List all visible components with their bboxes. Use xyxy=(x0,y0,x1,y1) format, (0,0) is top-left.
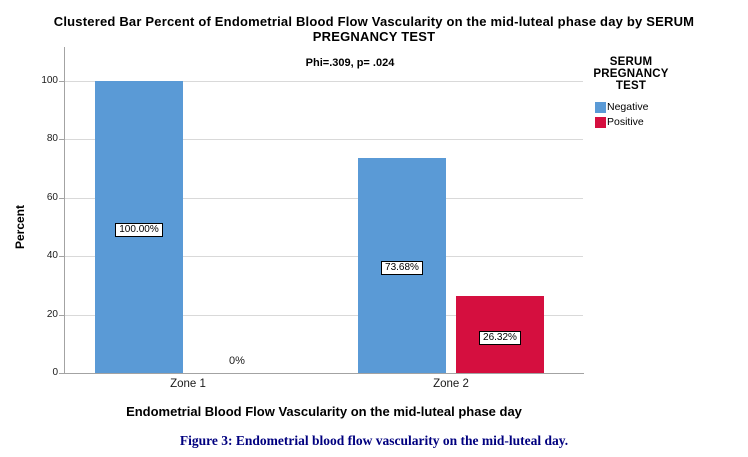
gridline-40 xyxy=(65,256,583,258)
legend-items: Negative Positive xyxy=(583,101,679,128)
zero-value-label-positive: 0% xyxy=(229,355,245,367)
figure-caption: Figure 3: Endometrial blood flow vascula… xyxy=(179,433,569,448)
legend-title: SERUM PREGNANCY TEST xyxy=(583,56,679,92)
legend-title-line1: SERUM xyxy=(609,56,653,68)
gridline-60 xyxy=(65,197,583,199)
y-tick-mark-40 xyxy=(59,256,64,258)
legend-label-positive: Positive xyxy=(607,115,644,128)
gridline-20 xyxy=(65,314,583,316)
y-tick-label-40: 40 xyxy=(46,250,58,262)
bar-label-zone1-negative: 100.00% xyxy=(95,219,183,237)
y-tick-mark-60 xyxy=(59,197,64,199)
plot-area: 100.00% 73.68% 0% 26.32% xyxy=(65,81,583,373)
bar-label-zone2-negative: 73.68% xyxy=(358,257,446,276)
y-tick-label-0: 0 xyxy=(52,367,58,378)
x-tick-label-zone2: Zone 2 xyxy=(433,378,469,390)
y-tick-mark-100 xyxy=(59,81,64,82)
phi-annotation: Phi=.309, p= .024 xyxy=(305,57,395,69)
x-axis-line xyxy=(64,373,584,374)
bar-label-zone2-positive: 26.32% xyxy=(456,327,544,345)
chart-title-line1: Clustered Bar Percent of Endometrial Blo… xyxy=(53,14,695,29)
negative-swatch-icon xyxy=(595,101,606,113)
positive-swatch-icon xyxy=(595,116,606,128)
bar-value-label: 26.32% xyxy=(479,330,521,345)
chart-title: Clustered Bar Percent of Endometrial Blo… xyxy=(0,14,748,44)
y-axis-line xyxy=(64,47,65,374)
gridline-100 xyxy=(65,81,583,82)
legend-item-positive: Positive xyxy=(595,116,679,128)
legend-title-line3: TEST xyxy=(615,80,647,92)
y-tick-label-20: 20 xyxy=(46,308,58,320)
y-tick-mark-20 xyxy=(59,314,64,316)
chart-title-line2: PREGNANCY TEST xyxy=(312,29,436,44)
bar-value-label: 100.00% xyxy=(115,223,163,237)
x-tick-label-zone1: Zone 1 xyxy=(170,378,206,390)
bar-value-label: 73.68% xyxy=(381,261,423,276)
legend-item-negative: Negative xyxy=(595,101,679,113)
y-tick-label-60: 60 xyxy=(46,191,58,203)
y-tick-label-100: 100 xyxy=(41,75,58,86)
legend-title-line2: PREGNANCY xyxy=(593,68,669,80)
gridline-80 xyxy=(65,139,583,141)
y-tick-label-80: 80 xyxy=(46,133,58,145)
y-tick-mark-80 xyxy=(59,139,64,141)
legend-label-negative: Negative xyxy=(607,100,649,113)
x-axis-title: Endometrial Blood Flow Vascularity on th… xyxy=(126,404,522,419)
legend: SERUM PREGNANCY TEST Negative Positive xyxy=(583,56,679,131)
y-tick-mark-0 xyxy=(59,373,64,374)
y-axis-title: Percent xyxy=(13,204,27,250)
